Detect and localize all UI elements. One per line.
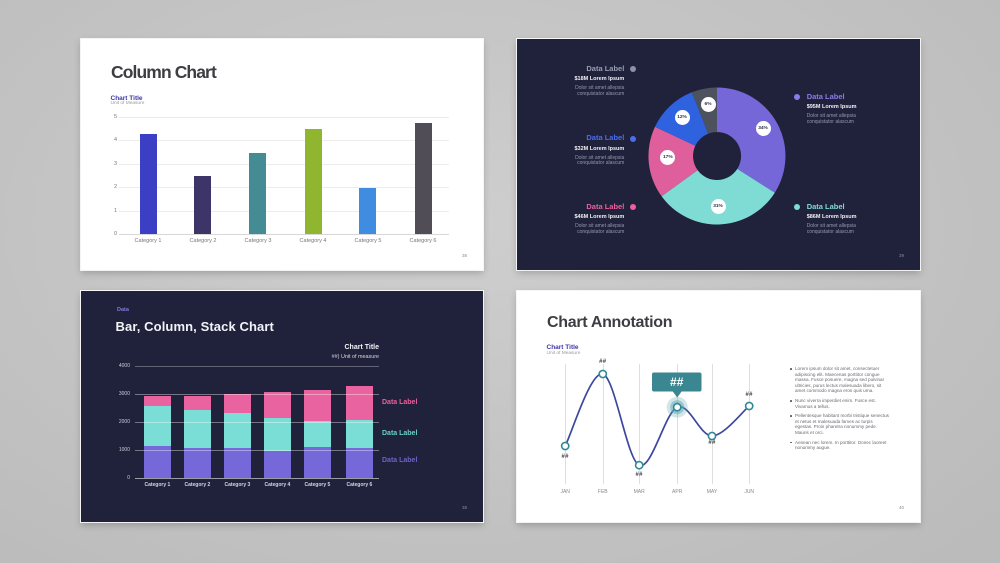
svg-text:##: ## [670, 375, 684, 389]
